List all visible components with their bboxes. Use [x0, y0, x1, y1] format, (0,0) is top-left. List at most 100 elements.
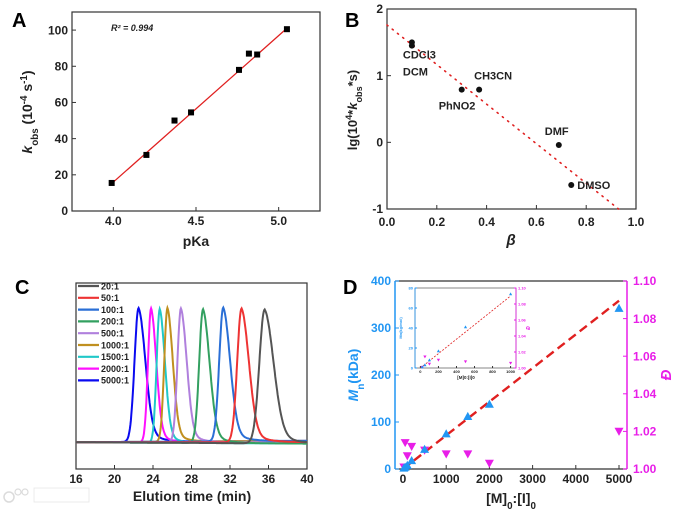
dispersity-point: [402, 452, 412, 461]
data-point: [143, 151, 150, 158]
x-tick-label: 600: [471, 369, 478, 374]
legend-label: 50:1: [101, 293, 119, 303]
y-tick-label: 100: [48, 23, 68, 37]
y-tick-label: 300: [371, 321, 391, 335]
x-tick-label: 0.4: [478, 215, 495, 229]
x-tick-label: 36: [262, 472, 276, 486]
y-tick-label: 40: [409, 325, 414, 330]
y2-tick-label: 1.10: [633, 274, 657, 288]
legend-label: 200:1: [101, 317, 124, 327]
y2-tick-label: 1.02: [633, 425, 657, 439]
legend-label: 1000:1: [101, 340, 129, 350]
x-tick-label: 4000: [562, 472, 589, 486]
inset-mn-point: [508, 292, 513, 296]
y2-tick-label: 1.00: [518, 365, 527, 370]
x-tick-label: 800: [489, 369, 496, 374]
fit-line-dashed: [402, 299, 620, 470]
y-tick-label: 0: [384, 462, 391, 476]
legend-label: 20:1: [101, 281, 119, 291]
x-axis-label: [M]0:[I]0: [486, 490, 536, 510]
x-tick-label: 40: [300, 472, 314, 486]
y-tick-label: 400: [371, 274, 391, 288]
x-axis-label: pKa: [183, 233, 210, 249]
panel-label-a: A: [12, 10, 26, 32]
y2-tick-label: 1.06: [518, 317, 527, 322]
x-tick-label: 28: [185, 472, 199, 486]
inset-x-axis-label: [M]0:[I]0: [457, 375, 475, 380]
mn-point: [407, 456, 417, 465]
data-point: [283, 26, 290, 33]
y-tick-label: 60: [409, 305, 414, 310]
point-label-dcm: DCM: [403, 67, 428, 79]
legend-label: 1500:1: [101, 352, 129, 362]
dispersity-point: [614, 427, 624, 436]
y-tick-label: 0: [61, 204, 68, 218]
x-tick-label: 5.0: [270, 214, 287, 228]
mn-point: [614, 303, 624, 312]
x-tick-label: 0.0: [379, 215, 396, 229]
x-tick-label: 1000: [506, 369, 516, 374]
data-point: [235, 66, 242, 73]
y-axis-label: lg(104*kobs*s): [344, 70, 364, 151]
dispersity-point: [463, 450, 473, 459]
data-point: [108, 179, 115, 186]
x-tick-label: 32: [223, 472, 237, 486]
plot-frame: [386, 8, 637, 210]
data-point: [171, 117, 178, 124]
x-tick-label: 1000: [433, 472, 460, 486]
x-tick-label: 5000: [606, 472, 633, 486]
y2-tick-label: 1.06: [633, 349, 657, 363]
data-point-dcm: [408, 42, 415, 49]
data-point: [188, 109, 195, 116]
inset-mn-point: [423, 363, 427, 367]
y-tick-label: -1: [372, 202, 383, 216]
inset-mn-point: [420, 365, 424, 369]
y2-tick-label: 1.10: [518, 285, 527, 290]
y-tick-label: 0: [411, 365, 414, 370]
x-tick-label: 3000: [519, 472, 546, 486]
x-tick-label: 16: [69, 472, 83, 486]
panel-label-d: D: [343, 277, 357, 299]
inset-chart: 0 200 400 600 800 1000 0 20 40 60 80 1.00 1.02 1.04 1.…: [398, 285, 532, 380]
chart-d-mn-dispersity: 0 1000 2000 3000 4000 500001002003004001.001.…: [345, 274, 675, 510]
inset-mn-point: [463, 325, 468, 329]
dispersity-point: [441, 450, 451, 459]
dispersity-point: [400, 439, 410, 448]
mn-point: [484, 399, 494, 408]
y-tick-label: 0: [376, 136, 383, 150]
watermark-logo: [3, 487, 90, 503]
legend-label: 500:1: [101, 329, 124, 339]
y-tick-label: 80: [409, 285, 414, 290]
x-tick-label: 20: [108, 472, 122, 486]
y2-axis-label: Đ: [658, 369, 675, 380]
trace-20-1: [76, 307, 308, 445]
x-tick-label: 0: [400, 472, 407, 486]
y2-tick-label: 1.04: [633, 387, 657, 401]
x-axis-label: β: [505, 232, 515, 249]
y-tick-label: 2: [376, 2, 383, 16]
legend-label: 100:1: [101, 305, 124, 315]
y-tick-label: 20: [55, 168, 69, 182]
inset-y2-axis-label: Đ: [526, 326, 532, 330]
x-tick-label: 24: [146, 472, 160, 486]
x-tick-label: 0.2: [428, 215, 445, 229]
panel-label-b: B: [345, 10, 359, 32]
y-tick-label: 40: [55, 132, 69, 146]
mn-point: [402, 460, 412, 469]
y-axis-label: Mn(kDa): [345, 349, 367, 402]
r-squared-annotation: R² = 0.994: [111, 23, 153, 33]
y-tick-label: 20: [409, 345, 414, 350]
x-tick-label: 0.6: [528, 215, 545, 229]
x-axis-label: Elution time (min): [133, 488, 251, 504]
y-tick-label: 80: [55, 59, 69, 73]
x-tick-label: 1.0: [628, 215, 645, 229]
chart-b-lgk-vs-beta: 0.0 0.2 0.4 0.6 0.8 1.0 -1 0 1 2 CDCl3 DCM PhNO2 CH3C…: [344, 2, 645, 249]
y-axis-label: kobs (10-4 s-1): [19, 70, 41, 153]
inset-mn-point: [436, 349, 441, 353]
y2-tick-label: 1.08: [518, 301, 527, 306]
inset-dispersity-point: [436, 358, 441, 362]
inset-dispersity-point: [463, 360, 468, 364]
point-label-dmso: DMSO: [577, 180, 610, 192]
y-tick-label: 100: [371, 415, 391, 429]
x-tick-label: 0.8: [578, 215, 595, 229]
